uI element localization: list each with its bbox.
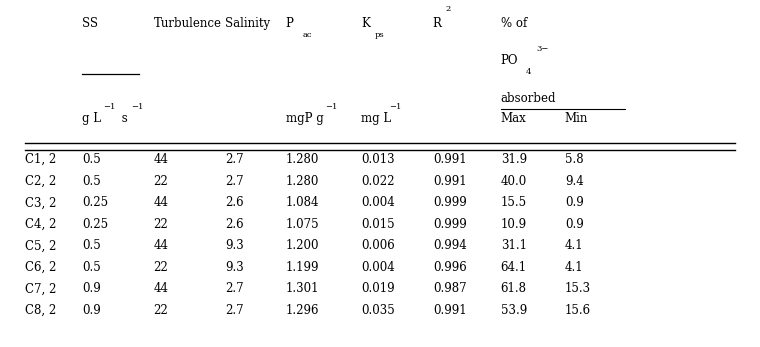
Text: 0.25: 0.25: [82, 218, 108, 231]
Text: 22: 22: [154, 218, 169, 231]
Text: K: K: [361, 17, 370, 30]
Text: 0.5: 0.5: [82, 261, 101, 274]
Text: 2.6: 2.6: [225, 196, 244, 209]
Text: 1.084: 1.084: [286, 196, 319, 209]
Text: R: R: [432, 17, 442, 30]
Text: 10.9: 10.9: [501, 218, 527, 231]
Text: 9.3: 9.3: [225, 261, 244, 274]
Text: C2, 2: C2, 2: [25, 175, 57, 188]
Text: 0.991: 0.991: [432, 175, 467, 188]
Text: 53.9: 53.9: [501, 304, 527, 317]
Text: PO: PO: [501, 54, 518, 67]
Text: ac: ac: [302, 31, 312, 39]
Text: 0.999: 0.999: [432, 196, 467, 209]
Text: Min: Min: [565, 112, 588, 125]
Text: 0.25: 0.25: [82, 196, 108, 209]
Text: 9.3: 9.3: [225, 239, 244, 252]
Text: 2.7: 2.7: [225, 153, 244, 166]
Text: −1: −1: [131, 103, 144, 111]
Text: 0.5: 0.5: [82, 239, 101, 252]
Text: C6, 2: C6, 2: [25, 261, 57, 274]
Text: s: s: [119, 112, 128, 125]
Text: 0.994: 0.994: [432, 239, 467, 252]
Text: 4.1: 4.1: [565, 261, 584, 274]
Text: 0.999: 0.999: [432, 218, 467, 231]
Text: 22: 22: [154, 175, 169, 188]
Text: 44: 44: [154, 196, 169, 209]
Text: 0.9: 0.9: [565, 196, 584, 209]
Text: 5.8: 5.8: [565, 153, 584, 166]
Text: 1.301: 1.301: [286, 282, 319, 295]
Text: Salinity: Salinity: [225, 17, 271, 30]
Text: 0.004: 0.004: [361, 261, 395, 274]
Text: 2.6: 2.6: [225, 218, 244, 231]
Text: mgP g: mgP g: [286, 112, 324, 125]
Text: ps: ps: [375, 31, 385, 39]
Text: C8, 2: C8, 2: [25, 304, 57, 317]
Text: 0.987: 0.987: [432, 282, 467, 295]
Text: −1: −1: [389, 103, 401, 111]
Text: 1.280: 1.280: [286, 175, 319, 188]
Text: C1, 2: C1, 2: [25, 153, 57, 166]
Text: P: P: [286, 17, 293, 30]
Text: 0.035: 0.035: [361, 304, 395, 317]
Text: 0.9: 0.9: [565, 218, 584, 231]
Text: 0.006: 0.006: [361, 239, 395, 252]
Text: C7, 2: C7, 2: [25, 282, 57, 295]
Text: % of: % of: [501, 17, 527, 30]
Text: 15.3: 15.3: [565, 282, 591, 295]
Text: 9.4: 9.4: [565, 175, 584, 188]
Text: −1: −1: [103, 103, 116, 111]
Text: 44: 44: [154, 239, 169, 252]
Text: Max: Max: [501, 112, 527, 125]
Text: 2.7: 2.7: [225, 175, 244, 188]
Text: C5, 2: C5, 2: [25, 239, 57, 252]
Text: −1: −1: [325, 103, 337, 111]
Text: 0.5: 0.5: [82, 175, 101, 188]
Text: 1.200: 1.200: [286, 239, 319, 252]
Text: SS: SS: [82, 17, 98, 30]
Text: 22: 22: [154, 261, 169, 274]
Text: 31.1: 31.1: [501, 239, 527, 252]
Text: 64.1: 64.1: [501, 261, 527, 274]
Text: Turbulence: Turbulence: [154, 17, 222, 30]
Text: 15.6: 15.6: [565, 304, 591, 317]
Text: 1.280: 1.280: [286, 153, 319, 166]
Text: 61.8: 61.8: [501, 282, 527, 295]
Text: 15.5: 15.5: [501, 196, 527, 209]
Text: 0.996: 0.996: [432, 261, 467, 274]
Text: 0.991: 0.991: [432, 153, 467, 166]
Text: 0.013: 0.013: [361, 153, 394, 166]
Text: 0.991: 0.991: [432, 304, 467, 317]
Text: C3, 2: C3, 2: [25, 196, 57, 209]
Text: 40.0: 40.0: [501, 175, 527, 188]
Text: 0.015: 0.015: [361, 218, 394, 231]
Text: C4, 2: C4, 2: [25, 218, 57, 231]
Text: 3−: 3−: [536, 45, 549, 53]
Text: 0.004: 0.004: [361, 196, 395, 209]
Text: g L: g L: [82, 112, 101, 125]
Text: 1.199: 1.199: [286, 261, 319, 274]
Text: 2: 2: [445, 5, 451, 13]
Text: absorbed: absorbed: [501, 92, 556, 105]
Text: 0.019: 0.019: [361, 282, 394, 295]
Text: 2.7: 2.7: [225, 304, 244, 317]
Text: 1.075: 1.075: [286, 218, 319, 231]
Text: 0.9: 0.9: [82, 282, 101, 295]
Text: mg L: mg L: [361, 112, 391, 125]
Text: 4: 4: [526, 68, 531, 76]
Text: 1.296: 1.296: [286, 304, 319, 317]
Text: 22: 22: [154, 304, 169, 317]
Text: 0.022: 0.022: [361, 175, 394, 188]
Text: 31.9: 31.9: [501, 153, 527, 166]
Text: 44: 44: [154, 153, 169, 166]
Text: 4.1: 4.1: [565, 239, 584, 252]
Text: 0.5: 0.5: [82, 153, 101, 166]
Text: 44: 44: [154, 282, 169, 295]
Text: 0.9: 0.9: [82, 304, 101, 317]
Text: 2.7: 2.7: [225, 282, 244, 295]
